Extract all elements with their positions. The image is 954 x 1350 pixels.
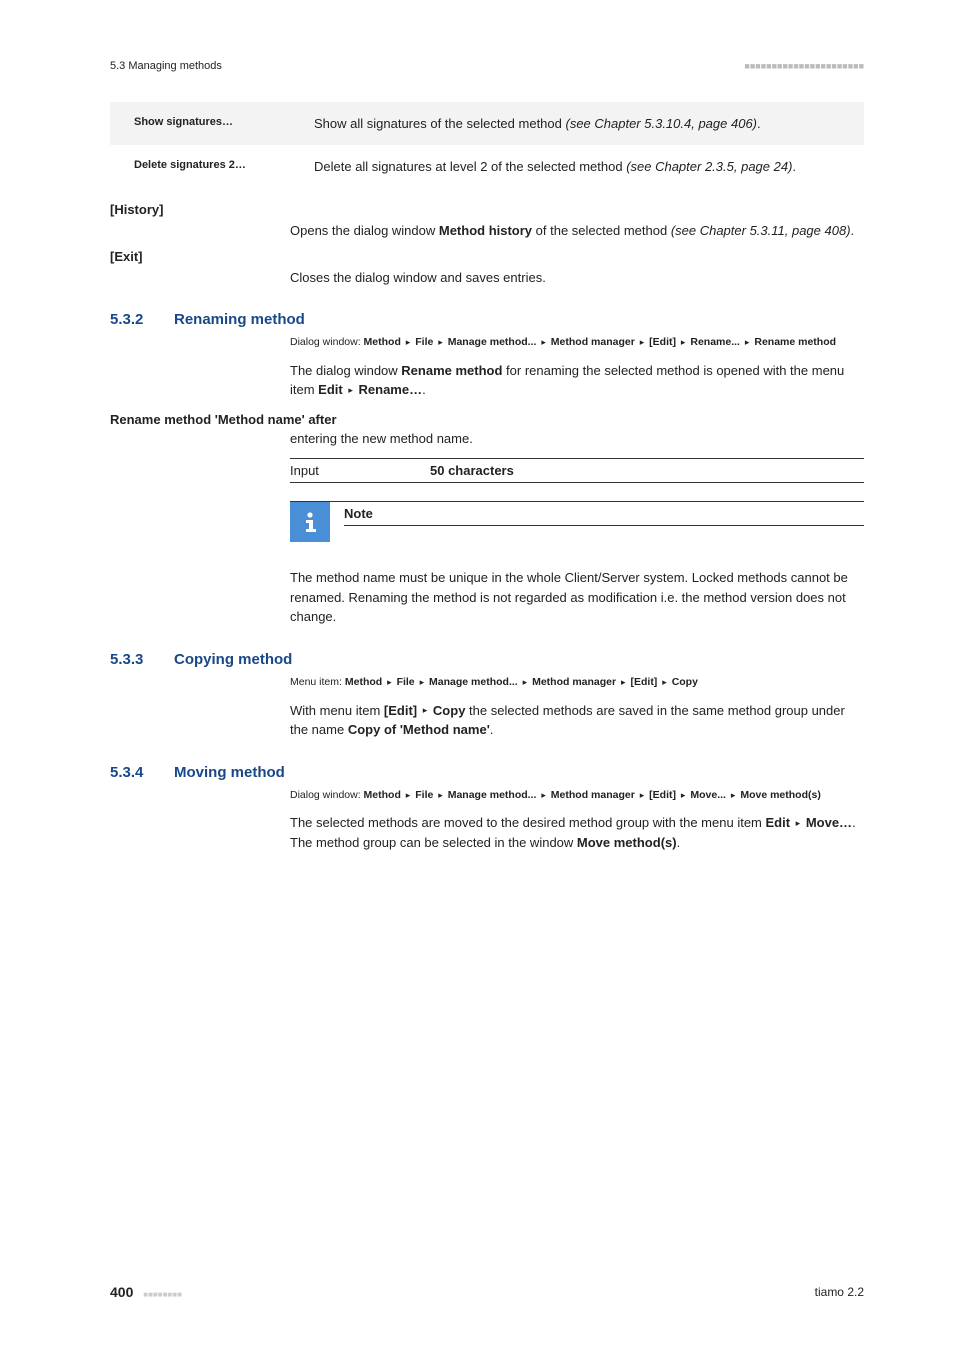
chevron-right-icon: ▸ [662, 677, 667, 687]
page-number: 400 ■■■■■■■■ [110, 1284, 182, 1300]
chevron-right-icon: ▸ [348, 385, 353, 395]
product-name: tiamo 2.2 [815, 1285, 864, 1299]
chevron-right-icon: ▸ [731, 790, 736, 800]
context-menu-table: Show signatures… Show all signatures of … [110, 102, 864, 188]
chevron-right-icon: ▸ [406, 790, 411, 800]
info-icon [290, 502, 330, 542]
breadcrumb-534: Dialog window: Method ▸ File ▸ Manage me… [290, 787, 864, 804]
param-value: 50 characters [430, 463, 514, 478]
note-body: The method name must be unique in the wh… [290, 568, 864, 627]
page-header: 5.3 Managing methods ■■■■■■■■■■■■■■■■■■■… [110, 60, 864, 72]
section-title: Moving method [174, 764, 285, 781]
chevron-right-icon: ▸ [420, 677, 425, 687]
section-heading-532: 5.3.2 Renaming method [110, 311, 864, 328]
chevron-right-icon: ▸ [438, 337, 443, 347]
chevron-right-icon: ▸ [640, 790, 645, 800]
chevron-right-icon: ▸ [438, 790, 443, 800]
chevron-right-icon: ▸ [541, 790, 546, 800]
chevron-right-icon: ▸ [745, 337, 750, 347]
input-constraint-row: Input 50 characters [290, 458, 864, 483]
section-title: Copying method [174, 651, 292, 668]
chevron-right-icon: ▸ [423, 705, 428, 715]
section-number: 5.3.4 [110, 764, 174, 781]
chevron-right-icon: ▸ [406, 337, 411, 347]
note-label: Note [344, 502, 864, 526]
section-heading-534: 5.3.4 Moving method [110, 764, 864, 781]
section-title: Renaming method [174, 311, 305, 328]
chevron-right-icon: ▸ [541, 337, 546, 347]
breadcrumb-532: Dialog window: Method ▸ File ▸ Manage me… [290, 334, 864, 351]
chevron-right-icon: ▸ [681, 790, 686, 800]
table-row: Delete signatures 2… Delete all signatur… [110, 145, 864, 188]
chevron-right-icon: ▸ [387, 677, 392, 687]
chevron-right-icon: ▸ [621, 677, 626, 687]
menu-item-desc: Show all signatures of the selected meth… [304, 102, 864, 145]
document-page: 5.3 Managing methods ■■■■■■■■■■■■■■■■■■■… [0, 0, 954, 1350]
table-row: Show signatures… Show all signatures of … [110, 102, 864, 145]
breadcrumb-533: Menu item: Method ▸ File ▸ Manage method… [290, 674, 864, 691]
button-exit-label: [Exit] [110, 249, 864, 264]
chevron-right-icon: ▸ [681, 337, 686, 347]
section-534-body: The selected methods are moved to the de… [290, 813, 864, 852]
chevron-right-icon: ▸ [640, 337, 645, 347]
field-rename-after-label: Rename method 'Method name' after [110, 412, 864, 427]
section-533-body: With menu item [Edit] ▸ Copy the selecte… [290, 701, 864, 740]
menu-item-label: Show signatures… [110, 102, 304, 145]
footer-decoration: ■■■■■■■■ [143, 1290, 182, 1299]
button-history-label: [History] [110, 202, 864, 217]
section-heading-533: 5.3.3 Copying method [110, 651, 864, 668]
field-rename-after-desc: entering the new method name. [290, 429, 864, 449]
param-label: Input [290, 463, 430, 478]
note-box: Note The method name must be unique in t… [290, 501, 864, 627]
history-description: Opens the dialog window Method history o… [290, 221, 864, 241]
header-section-path: 5.3 Managing methods [110, 60, 222, 72]
menu-item-desc: Delete all signatures at level 2 of the … [304, 145, 864, 188]
section-532-body: The dialog window Rename method for rena… [290, 361, 864, 400]
header-decoration: ■■■■■■■■■■■■■■■■■■■■■■ [744, 61, 864, 71]
exit-description: Closes the dialog window and saves entri… [290, 268, 864, 288]
menu-item-label: Delete signatures 2… [110, 145, 304, 188]
section-number: 5.3.3 [110, 651, 174, 668]
chevron-right-icon: ▸ [523, 677, 528, 687]
page-footer: 400 ■■■■■■■■ tiamo 2.2 [110, 1284, 864, 1300]
section-number: 5.3.2 [110, 311, 174, 328]
chevron-right-icon: ▸ [796, 818, 801, 828]
